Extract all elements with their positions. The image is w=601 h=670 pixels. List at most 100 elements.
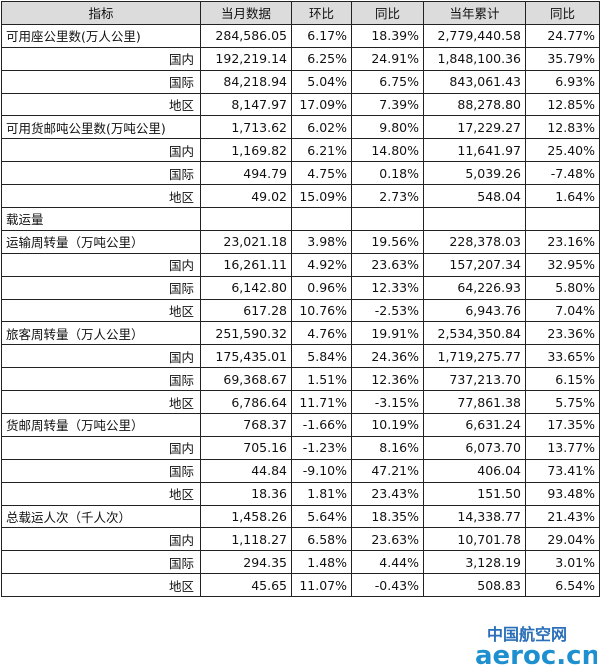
cell-ytd: 406.04: [423, 458, 526, 483]
table-row: 国际 69,368.67 1.51% 12.36% 737,213.70 6.15%: [1, 367, 600, 392]
header-indicator: 指标: [1, 1, 201, 25]
header-ytd-yoy: 同比: [525, 1, 600, 25]
table-row: 地区 49.02 15.09% 2.73% 548.04 1.64%: [1, 184, 600, 209]
cell-ytd: 157,207.34: [423, 252, 526, 277]
cell-ytd: 1,848,100.36: [423, 46, 526, 71]
cell-mom: [291, 207, 352, 231]
table-row: 国内 16,261.11 4.92% 23.63% 157,207.34 32.95%: [1, 252, 600, 277]
table-row: 国内 192,219.14 6.25% 24.91% 1,848,100.36 35.79…: [1, 46, 600, 71]
cell-monthly: 284,586.05: [200, 23, 292, 48]
cell-ytd-yoy: 12.85%: [525, 92, 600, 117]
cell-yoy: 4.44%: [351, 550, 424, 575]
table-row: 国内 175,435.01 5.84% 24.36% 1,719,275.77 33.65…: [1, 344, 600, 369]
table-row: 总载运人次（千人次） 1,458.26 5.64% 18.35% 14,338.77 21…: [1, 504, 600, 529]
cell-ytd-yoy: 6.93%: [525, 69, 600, 94]
row-label: 地区: [1, 92, 201, 117]
cell-yoy: 23.43%: [351, 481, 424, 506]
cell-ytd: 88,278.80: [423, 92, 526, 117]
table-row: 国内 1,118.27 6.58% 23.63% 10,701.78 29.04%: [1, 527, 600, 552]
cell-ytd-yoy: 17.35%: [525, 413, 600, 437]
row-label: 载运量: [1, 207, 201, 231]
header-mom: 环比: [291, 1, 352, 25]
cell-mom: 11.07%: [291, 573, 352, 598]
cell-ytd: 228,378.03: [423, 229, 526, 254]
cell-ytd: 11,641.97: [423, 138, 526, 163]
cell-yoy: 19.56%: [351, 229, 424, 254]
cell-ytd-yoy: 73.41%: [525, 458, 600, 483]
table-row: 地区 18.36 1.81% 23.43% 151.50 93.48%: [1, 481, 600, 506]
cell-yoy: 19.91%: [351, 321, 424, 346]
cell-monthly: 84,218.94: [200, 69, 292, 94]
cell-mom: 11.71%: [291, 390, 352, 415]
cell-yoy: 14.80%: [351, 138, 424, 163]
table-row: 国际 84,218.94 5.04% 6.75% 843,061.43 6.93%: [1, 69, 600, 94]
cell-mom: 0.96%: [291, 275, 352, 300]
cell-monthly: 1,118.27: [200, 527, 292, 552]
cell-monthly: 6,142.80: [200, 275, 292, 300]
cell-yoy: 7.39%: [351, 92, 424, 117]
row-label: 国内: [1, 138, 201, 163]
row-label: 地区: [1, 184, 201, 209]
cell-monthly: 1,458.26: [200, 504, 292, 529]
cell-ytd: 737,213.70: [423, 367, 526, 392]
cell-yoy: 18.39%: [351, 23, 424, 48]
cell-monthly: 8,147.97: [200, 92, 292, 117]
row-label: 国际: [1, 550, 201, 575]
cell-mom: 1.51%: [291, 367, 352, 392]
table-row: 国际 44.84 -9.10% 47.21% 406.04 73.41%: [1, 458, 600, 483]
cell-ytd-yoy: 7.04%: [525, 298, 600, 323]
cell-yoy: -0.43%: [351, 573, 424, 598]
cell-mom: 17.09%: [291, 92, 352, 117]
cell-yoy: -2.53%: [351, 298, 424, 323]
cell-yoy: 12.36%: [351, 367, 424, 392]
row-label: 国际: [1, 69, 201, 94]
cell-ytd-yoy: 13.77%: [525, 435, 600, 460]
statistics-table: 指标 当月数据 环比 同比 当年累计 同比 可用座公里数(万人公里) 284,58…: [1, 1, 600, 598]
cell-mom: -1.66%: [291, 413, 352, 437]
row-label: 国内: [1, 344, 201, 369]
cell-ytd-yoy: 5.75%: [525, 390, 600, 415]
cell-ytd: 10,701.78: [423, 527, 526, 552]
table-row: 地区 617.28 10.76% -2.53% 6,943.76 7.04%: [1, 298, 600, 323]
cell-yoy: 24.36%: [351, 344, 424, 369]
cell-ytd-yoy: 23.36%: [525, 321, 600, 346]
watermark-text-en: aeroc.cn: [475, 641, 597, 668]
cell-ytd: 2,779,440.58: [423, 23, 526, 48]
cell-ytd: 5,039.26: [423, 161, 526, 186]
row-label: 地区: [1, 390, 201, 415]
cell-monthly: 768.37: [200, 413, 292, 437]
cell-monthly: 175,435.01: [200, 344, 292, 369]
cell-yoy: [351, 207, 424, 231]
cell-ytd: 17,229.27: [423, 115, 526, 140]
cell-ytd: 6,073.70: [423, 435, 526, 460]
cell-yoy: 12.33%: [351, 275, 424, 300]
table-row: 载运量: [1, 207, 600, 231]
cell-ytd: 548.04: [423, 184, 526, 209]
cell-yoy: 6.75%: [351, 69, 424, 94]
cell-ytd-yoy: 32.95%: [525, 252, 600, 277]
cell-ytd: 14,338.77: [423, 504, 526, 529]
cell-ytd: [423, 207, 526, 231]
cell-mom: -1.23%: [291, 435, 352, 460]
cell-ytd-yoy: 23.16%: [525, 229, 600, 254]
cell-yoy: 0.18%: [351, 161, 424, 186]
cell-monthly: 6,786.64: [200, 390, 292, 415]
cell-ytd-yoy: -7.48%: [525, 161, 600, 186]
row-label: 国际: [1, 161, 201, 186]
table-row: 运输周转量（万吨公里） 23,021.18 3.98% 19.56% 228,378.0…: [1, 229, 600, 254]
cell-mom: 6.21%: [291, 138, 352, 163]
cell-monthly: 251,590.32: [200, 321, 292, 346]
cell-ytd-yoy: 1.64%: [525, 184, 600, 209]
cell-yoy: 9.80%: [351, 115, 424, 140]
table-row: 国内 1,169.82 6.21% 14.80% 11,641.97 25.40%: [1, 138, 600, 163]
cell-ytd-yoy: 93.48%: [525, 481, 600, 506]
cell-monthly: 617.28: [200, 298, 292, 323]
cell-ytd: 843,061.43: [423, 69, 526, 94]
table-row: 国际 494.79 4.75% 0.18% 5,039.26 -7.48%: [1, 161, 600, 186]
cell-monthly: 18.36: [200, 481, 292, 506]
cell-yoy: 24.91%: [351, 46, 424, 71]
table-row: 地区 6,786.64 11.71% -3.15% 77,861.38 5.75%: [1, 390, 600, 415]
table-row: 地区 45.65 11.07% -0.43% 508.83 6.54%: [1, 573, 600, 598]
cell-yoy: 10.19%: [351, 413, 424, 437]
cell-mom: 4.92%: [291, 252, 352, 277]
